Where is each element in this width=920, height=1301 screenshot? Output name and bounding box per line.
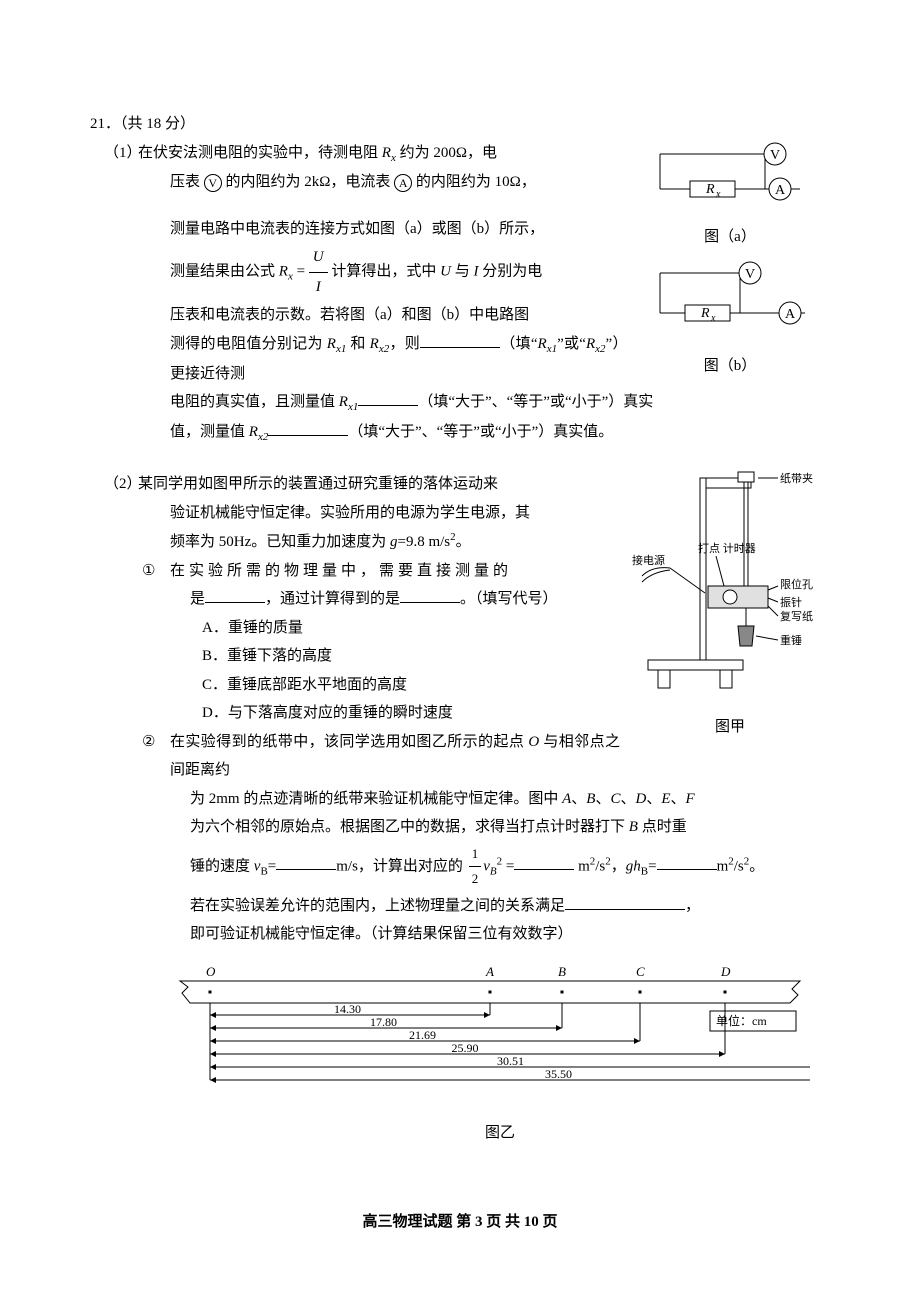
- svg-text:重锤: 重锤: [780, 633, 802, 647]
- blank4: [205, 587, 265, 604]
- svg-text:单位：cm: 单位：cm: [716, 1013, 767, 1028]
- svg-text:振针: 振针: [780, 595, 802, 609]
- svg-text:R: R: [705, 182, 715, 197]
- blank7: [514, 854, 574, 871]
- ammeter-icon: A: [394, 174, 412, 192]
- svg-text:21.69: 21.69: [409, 1028, 436, 1042]
- p2-item2e: 若在实验误差允许的范围内，上述物理量之间的关系满足，: [90, 892, 830, 921]
- apparatus-figure: 纸带夹 接电源 打点 计时器 限位孔 振针 复写纸 重锤 图甲: [630, 468, 830, 741]
- svg-text:打点 计时器: 打点 计时器: [698, 541, 756, 555]
- blank5: [400, 587, 460, 604]
- circuit-a-label: 图（a）: [630, 223, 830, 252]
- circuit-b-label: 图（b）: [630, 352, 830, 381]
- svg-text:复写纸: 复写纸: [780, 609, 813, 623]
- svg-text:B: B: [558, 964, 566, 979]
- svg-text:C: C: [636, 964, 645, 979]
- blank6: [276, 854, 336, 871]
- svg-text:O: O: [206, 964, 216, 979]
- tape-svg: OABCDEF单位：cm14.3017.8021.6925.9030.5135.…: [170, 959, 810, 1109]
- blank9: [565, 893, 685, 910]
- svg-text:x: x: [710, 313, 716, 324]
- blank3: [268, 420, 348, 437]
- page-footer: 高三物理试题 第 3 页 共 10 页: [90, 1208, 830, 1237]
- p2-item2b: 为 2mm 的点迹清晰的纸带来验证机械能守恒定律。图中 A、B、C、D、E、F: [90, 785, 830, 814]
- svg-text:A: A: [775, 183, 786, 198]
- part1-l8: 值，测量值 Rx2（填“大于”、“等于”或“小于”）真实值。: [90, 418, 830, 448]
- svg-text:V: V: [745, 267, 755, 282]
- svg-text:30.51: 30.51: [497, 1054, 524, 1068]
- svg-text:17.80: 17.80: [370, 1015, 397, 1029]
- part2: （2） 某同学用如图甲所示的装置通过研究重锤的落体运动来: [90, 470, 830, 499]
- svg-text:25.90: 25.90: [452, 1041, 479, 1055]
- question-points: （共 18 分）: [120, 116, 195, 132]
- question-header: 21．（共 18 分）: [90, 110, 830, 139]
- part1: （1） 在伏安法测电阻的实验中，待测电阻 Rx 约为 200Ω，电: [90, 139, 830, 169]
- blank1: [420, 331, 500, 348]
- part1-l7: 电阻的真实值，且测量值 Rx1（填“大于”、“等于”或“小于”）真实: [90, 388, 830, 418]
- circuit-b-svg: R x V A: [640, 258, 820, 338]
- tape-figure: OABCDEF单位：cm14.3017.8021.6925.9030.5135.…: [170, 959, 830, 1148]
- svg-text:A: A: [785, 307, 796, 322]
- blank2: [358, 390, 418, 407]
- svg-text:R: R: [700, 306, 710, 321]
- svg-text:D: D: [720, 964, 731, 979]
- voltmeter-icon: V: [204, 174, 222, 192]
- circuit-a-figure: R x V A 图（a） R x V A 图（b）: [630, 139, 830, 381]
- question-number: 21．: [90, 116, 120, 132]
- svg-text:A: A: [485, 964, 494, 979]
- part1-label: （1）: [104, 139, 142, 168]
- svg-text:x: x: [715, 189, 721, 200]
- p2-item2c: 为六个相邻的原始点。根据图乙中的数据，求得当打点计时器打下 B 点时重: [90, 813, 830, 842]
- svg-text:14.30: 14.30: [334, 1002, 361, 1016]
- part2-label: （2）: [104, 470, 142, 499]
- p2-item2d: 锤的速度 vB=m/s，计算出对应的 12vB2 = m2/s2，ghB=m2/…: [90, 842, 830, 892]
- blank8: [657, 854, 717, 871]
- svg-text:35.50: 35.50: [545, 1067, 572, 1081]
- p2-item2: ② 在实验得到的纸带中，该同学选用如图乙所示的起点 O 与相邻点之间距离约: [90, 728, 830, 785]
- p2-item2f: 即可验证机械能守恒定律。（计算结果保留三位有效数字）: [90, 920, 830, 949]
- p2-item1: ① 在实验所需的物理量中，需要直接测量的: [90, 557, 830, 586]
- formula: Rx = UI: [279, 243, 328, 301]
- half-v2: 12: [469, 842, 482, 892]
- tape-label: 图乙: [170, 1119, 830, 1148]
